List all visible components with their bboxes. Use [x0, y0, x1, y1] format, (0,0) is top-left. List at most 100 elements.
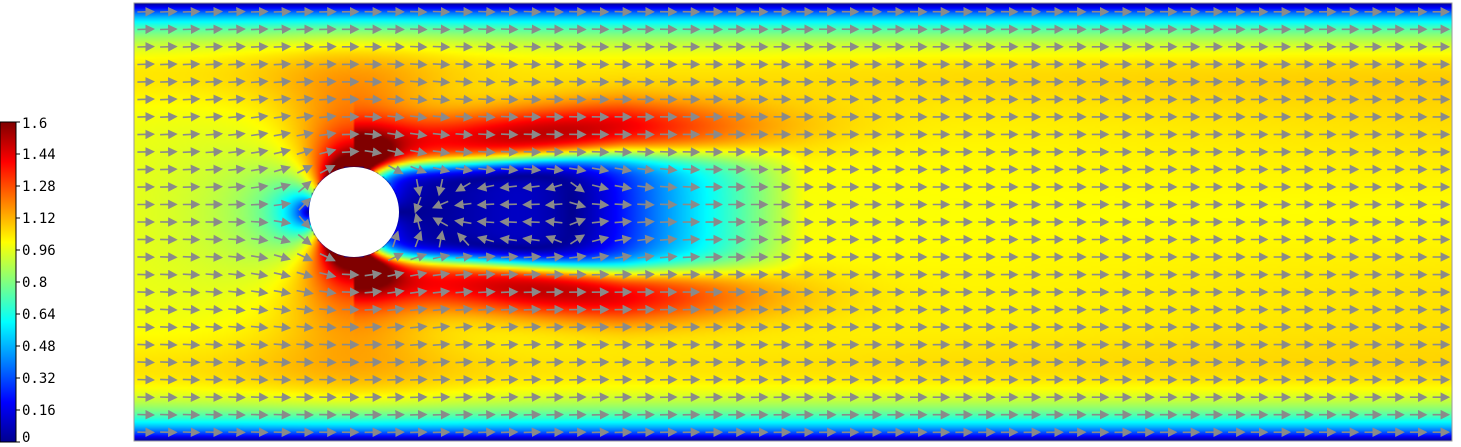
velocity-arrow: [250, 59, 269, 70]
velocity-arrow: [250, 392, 269, 402]
velocity-arrow: [523, 269, 542, 280]
velocity-arrow: [410, 77, 428, 87]
velocity-arrow: [410, 374, 428, 385]
velocity-arrow: [137, 77, 155, 87]
velocity-arrow: [228, 409, 246, 420]
velocity-arrow: [205, 287, 224, 297]
velocity-arrow: [476, 217, 495, 227]
velocity-arrow: [455, 42, 474, 52]
velocity-arrow: [296, 287, 314, 297]
velocity-arrow: [387, 252, 404, 262]
velocity-arrow: [410, 59, 428, 70]
velocity-arrow: [319, 304, 337, 315]
velocity-arrow: [478, 42, 496, 52]
velocity-arrow: [478, 392, 496, 402]
velocity-arrow: [432, 304, 451, 315]
velocity-arrow: [455, 252, 473, 262]
velocity-arrow: [500, 112, 519, 122]
velocity-arrow: [523, 77, 542, 87]
velocity-arrow: [478, 304, 496, 315]
velocity-arrow: [432, 322, 451, 332]
velocity-arrow: [205, 6, 224, 17]
velocity-arrow: [137, 112, 155, 122]
velocity-arrow: [569, 234, 586, 245]
velocity-arrow: [364, 94, 383, 105]
velocity-arrow: [522, 182, 540, 192]
colorbar-tick-label: 0: [22, 430, 30, 446]
velocity-arrow: [250, 339, 269, 350]
velocity-arrow: [455, 59, 474, 70]
velocity-arrow: [637, 164, 655, 175]
velocity-arrow: [682, 234, 701, 245]
velocity-arrow: [569, 164, 587, 175]
velocity-arrow: [591, 182, 610, 192]
velocity-arrow: [546, 322, 564, 332]
velocity-arrow: [364, 147, 383, 157]
velocity-arrow: [205, 42, 224, 52]
velocity-arrow: [228, 392, 246, 402]
velocity-arrow: [297, 180, 312, 193]
velocity-arrow: [455, 24, 474, 35]
velocity-arrow: [319, 287, 337, 297]
velocity-arrow: [273, 6, 292, 17]
velocity-arrow: [250, 322, 269, 332]
velocity-arrow: [387, 112, 405, 122]
velocity-arrow: [273, 199, 292, 210]
velocity-arrow: [410, 339, 428, 350]
velocity-arrow: [455, 77, 474, 87]
velocity-arrow: [160, 59, 178, 70]
velocity-arrow: [410, 24, 428, 35]
colorbar-tick-label: 1.44: [22, 147, 56, 163]
velocity-arrow: [478, 322, 496, 332]
velocity-arrow: [478, 374, 496, 385]
velocity-arrow: [499, 199, 517, 210]
velocity-arrow: [637, 199, 655, 210]
velocity-arrow: [500, 77, 519, 87]
velocity-arrow: [413, 196, 423, 214]
velocity-arrow: [455, 374, 474, 385]
velocity-arrow: [637, 182, 655, 192]
velocity-arrow: [182, 269, 201, 280]
velocity-arrow: [160, 322, 178, 332]
velocity-arrow: [432, 147, 451, 157]
velocity-arrow: [137, 357, 155, 367]
velocity-arrow: [614, 164, 633, 175]
velocity-arrow: [413, 212, 423, 230]
velocity-arrow: [160, 94, 178, 105]
velocity-arrow: [205, 409, 224, 420]
velocity-arrow: [137, 94, 155, 105]
velocity-arrow: [296, 77, 314, 87]
velocity-arrow: [523, 6, 542, 17]
velocity-arrow: [182, 129, 201, 140]
velocity-arrow: [436, 230, 446, 248]
velocity-arrow: [591, 217, 610, 227]
velocity-arrow: [478, 77, 496, 87]
velocity-arrow: [205, 252, 224, 262]
velocity-arrow: [659, 182, 678, 192]
velocity-arrow: [591, 164, 610, 175]
velocity-arrow: [455, 269, 474, 280]
velocity-arrow: [228, 6, 246, 17]
velocity-arrow: [500, 269, 519, 280]
velocity-arrow: [455, 287, 474, 297]
velocity-arrow: [413, 178, 423, 197]
velocity-arrow: [250, 357, 269, 367]
velocity-arrow: [545, 235, 563, 244]
velocity-arrow: [160, 304, 178, 315]
velocity-arrow: [499, 217, 517, 227]
velocity-arrow: [205, 24, 224, 35]
velocity-arrow: [637, 252, 655, 262]
velocity-arrow: [523, 339, 542, 350]
velocity-arrow: [273, 234, 291, 245]
velocity-arrow: [228, 374, 246, 385]
velocity-arrow: [455, 339, 474, 350]
velocity-arrow: [522, 217, 540, 227]
colorbar-tick-label: 0.16: [22, 403, 56, 419]
velocity-arrow: [569, 199, 587, 210]
velocity-arrow: [319, 129, 337, 140]
velocity-arrow: [364, 322, 383, 332]
velocity-arrow: [273, 374, 292, 385]
velocity-arrow: [478, 94, 496, 105]
velocity-arrow: [478, 59, 496, 70]
velocity-arrow: [205, 374, 224, 385]
